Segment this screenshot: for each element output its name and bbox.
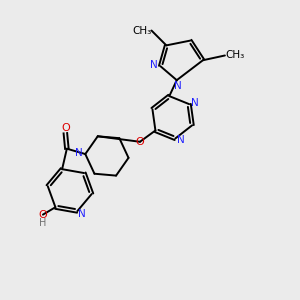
Text: O: O bbox=[136, 137, 144, 147]
Text: H: H bbox=[39, 218, 46, 228]
Text: N: N bbox=[177, 135, 185, 145]
Text: CH₃: CH₃ bbox=[132, 26, 152, 35]
Text: N: N bbox=[174, 80, 182, 91]
Text: O: O bbox=[39, 210, 47, 220]
Text: N: N bbox=[78, 209, 86, 219]
Text: CH₃: CH₃ bbox=[225, 50, 244, 61]
Text: O: O bbox=[61, 123, 70, 133]
Text: N: N bbox=[191, 98, 199, 108]
Text: N: N bbox=[76, 148, 83, 158]
Text: N: N bbox=[150, 60, 158, 70]
